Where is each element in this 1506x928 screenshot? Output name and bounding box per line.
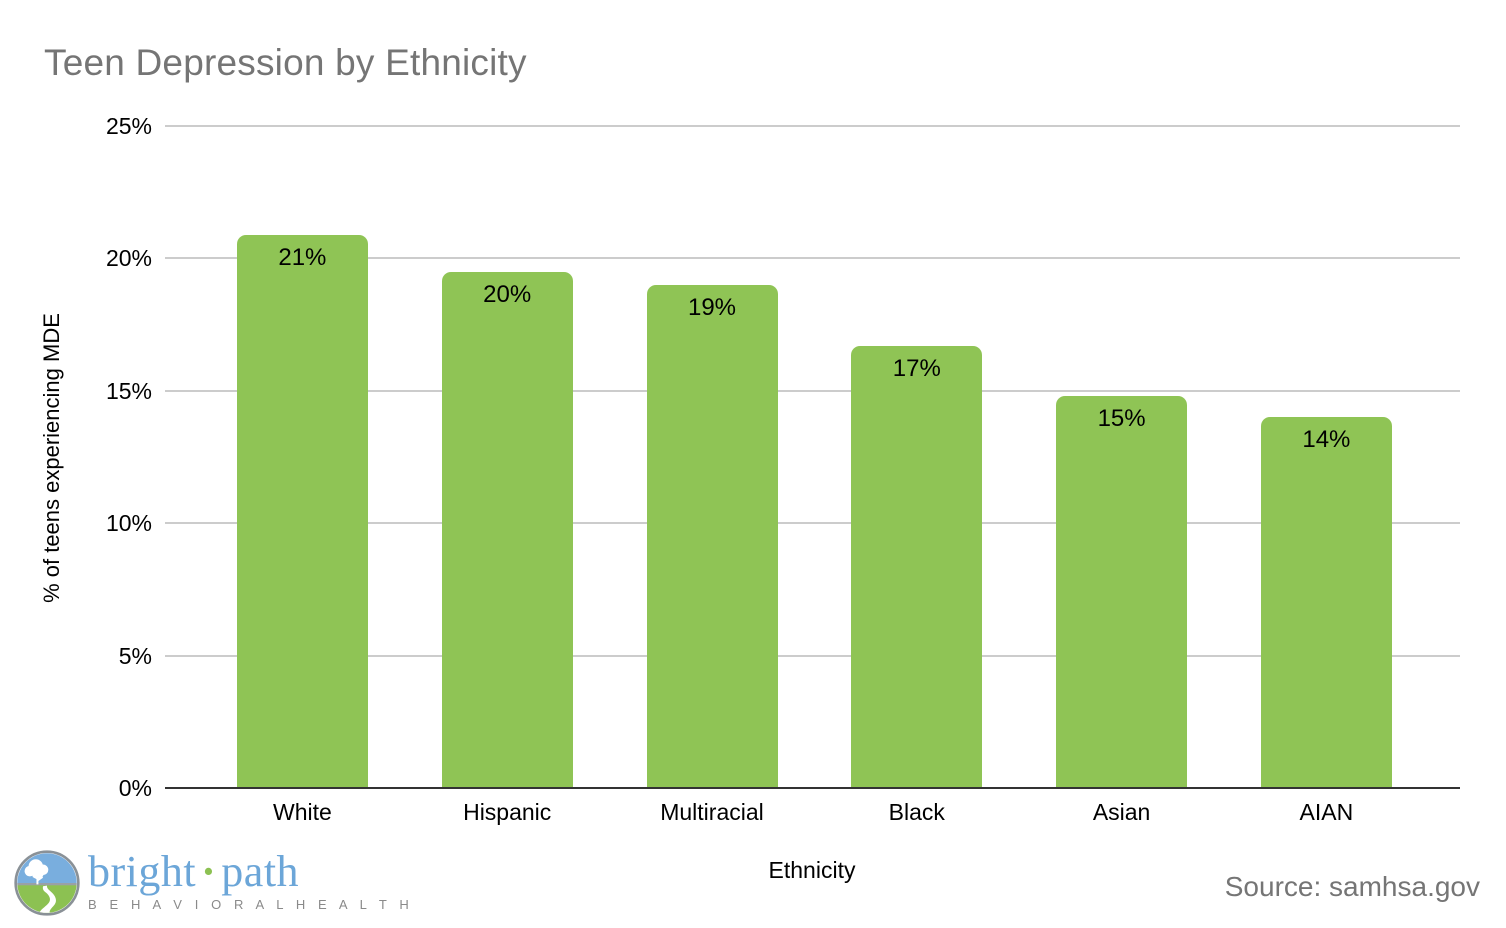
gridline xyxy=(165,522,1460,525)
x-tick-label: Multiracial xyxy=(660,799,764,825)
bar-value-label: 19% xyxy=(687,293,737,321)
gridline xyxy=(165,654,1460,657)
bar-multiracial xyxy=(646,284,778,788)
x-axis-line xyxy=(165,787,1460,789)
bar-value-label: 17% xyxy=(892,354,941,382)
bar-hispanic xyxy=(441,271,573,788)
chart-title: Teen Depression by Ethnicity xyxy=(44,42,527,83)
bar-value-label: 15% xyxy=(1097,405,1146,433)
y-tick-label: 15% xyxy=(105,377,152,404)
x-tick-label: AIAN xyxy=(1299,799,1354,825)
y-tick-label: 25% xyxy=(105,113,152,139)
brand-logo-text: bright · path B E H A V I O R A L H E A L … xyxy=(88,850,414,913)
brand-tagline: B E H A V I O R A L H E A L T H xyxy=(88,897,414,912)
x-tick-label: White xyxy=(272,799,332,825)
brand-name: bright · path xyxy=(88,850,413,894)
brand-logo: bright · path B E H A V I O R A L H E A L … xyxy=(14,850,413,916)
gridline xyxy=(165,389,1460,392)
brand-dot: · xyxy=(201,847,217,896)
y-tick-label: 10% xyxy=(105,510,152,537)
gridline xyxy=(165,125,1460,127)
y-tick-label: 5% xyxy=(118,642,152,669)
bar-black xyxy=(851,345,983,788)
bar-asian xyxy=(1056,396,1188,788)
brand-word-1: bright xyxy=(88,847,197,896)
x-tick-label: Asian xyxy=(1092,799,1151,825)
source-attribution: Source: samhsa.gov xyxy=(1224,871,1480,902)
bar-aian xyxy=(1260,417,1392,788)
bar-value-label: 14% xyxy=(1302,426,1351,454)
y-axis-title: % of teens experiencing MDE xyxy=(39,313,64,603)
gridline xyxy=(165,257,1460,260)
bar-value-label: 20% xyxy=(483,280,532,308)
x-axis-title: Ethnicity xyxy=(768,857,856,883)
bar-white xyxy=(236,234,368,788)
brand-word-2: path xyxy=(221,847,300,896)
y-tick-label: 20% xyxy=(105,245,152,272)
bar-value-label: 21% xyxy=(278,243,327,271)
tree-and-path-icon xyxy=(14,850,80,916)
x-tick-label: Hispanic xyxy=(463,799,552,825)
x-tick-label: Black xyxy=(888,799,945,825)
y-tick-label: 0% xyxy=(118,775,152,801)
